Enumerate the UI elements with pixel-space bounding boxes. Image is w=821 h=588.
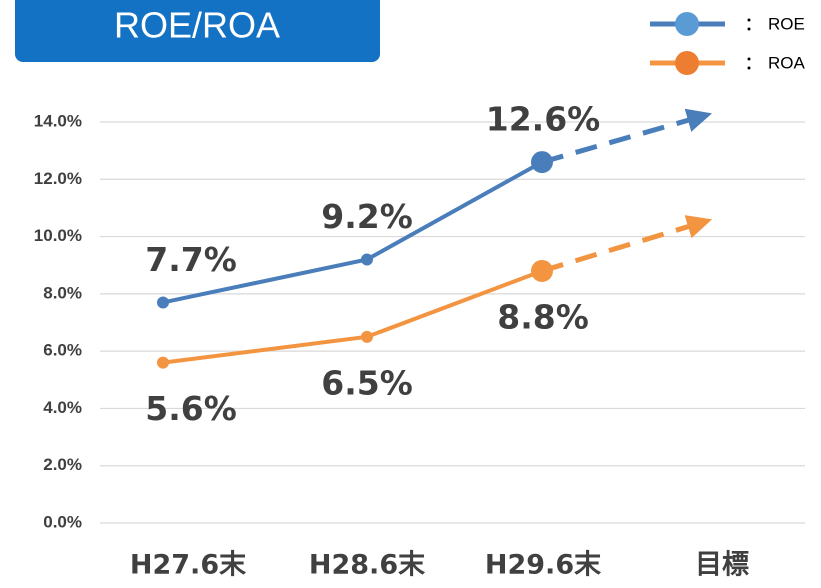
x-tick-label: 目標 <box>695 550 749 581</box>
x-tick-label: H28.6末 <box>309 550 425 581</box>
target-arrow <box>541 108 713 165</box>
y-tick-label: 12.0% <box>34 169 82 188</box>
point <box>531 151 553 174</box>
legend-colon <box>747 66 751 70</box>
y-tick-label: 14.0% <box>34 111 82 130</box>
target-arrow <box>541 215 713 274</box>
x-tick-label: H27.6末 <box>130 550 246 581</box>
value-label: 6.5% <box>321 363 413 402</box>
value-label: 8.8% <box>497 297 589 336</box>
point <box>157 296 169 309</box>
point <box>361 330 373 343</box>
legend-colon <box>747 27 751 31</box>
chart-title: ROE/ROA <box>114 5 280 46</box>
y-tick-label: 8.0% <box>43 283 82 302</box>
point <box>157 356 169 369</box>
legend-label: ROA <box>768 53 806 72</box>
value-label: 7.7% <box>145 240 237 279</box>
value-label: 5.6% <box>145 389 237 428</box>
x-tick-label: H29.6末 <box>485 550 601 581</box>
series-line <box>162 269 543 365</box>
legend-marker <box>675 12 699 36</box>
legend-label: ROE <box>768 14 805 33</box>
y-tick-label: 10.0% <box>34 226 82 245</box>
point <box>361 253 373 266</box>
y-tick-label: 4.0% <box>43 398 82 417</box>
value-label: 9.2% <box>321 197 413 236</box>
legend-marker <box>675 51 699 75</box>
y-tick-label: 2.0% <box>43 455 82 474</box>
value-label: 12.6% <box>486 100 601 139</box>
legend-colon <box>747 18 751 22</box>
point <box>531 259 553 282</box>
y-tick-label: 0.0% <box>43 512 82 531</box>
legend-colon <box>747 57 751 61</box>
title-box <box>15 0 380 62</box>
y-tick-label: 6.0% <box>43 341 82 360</box>
